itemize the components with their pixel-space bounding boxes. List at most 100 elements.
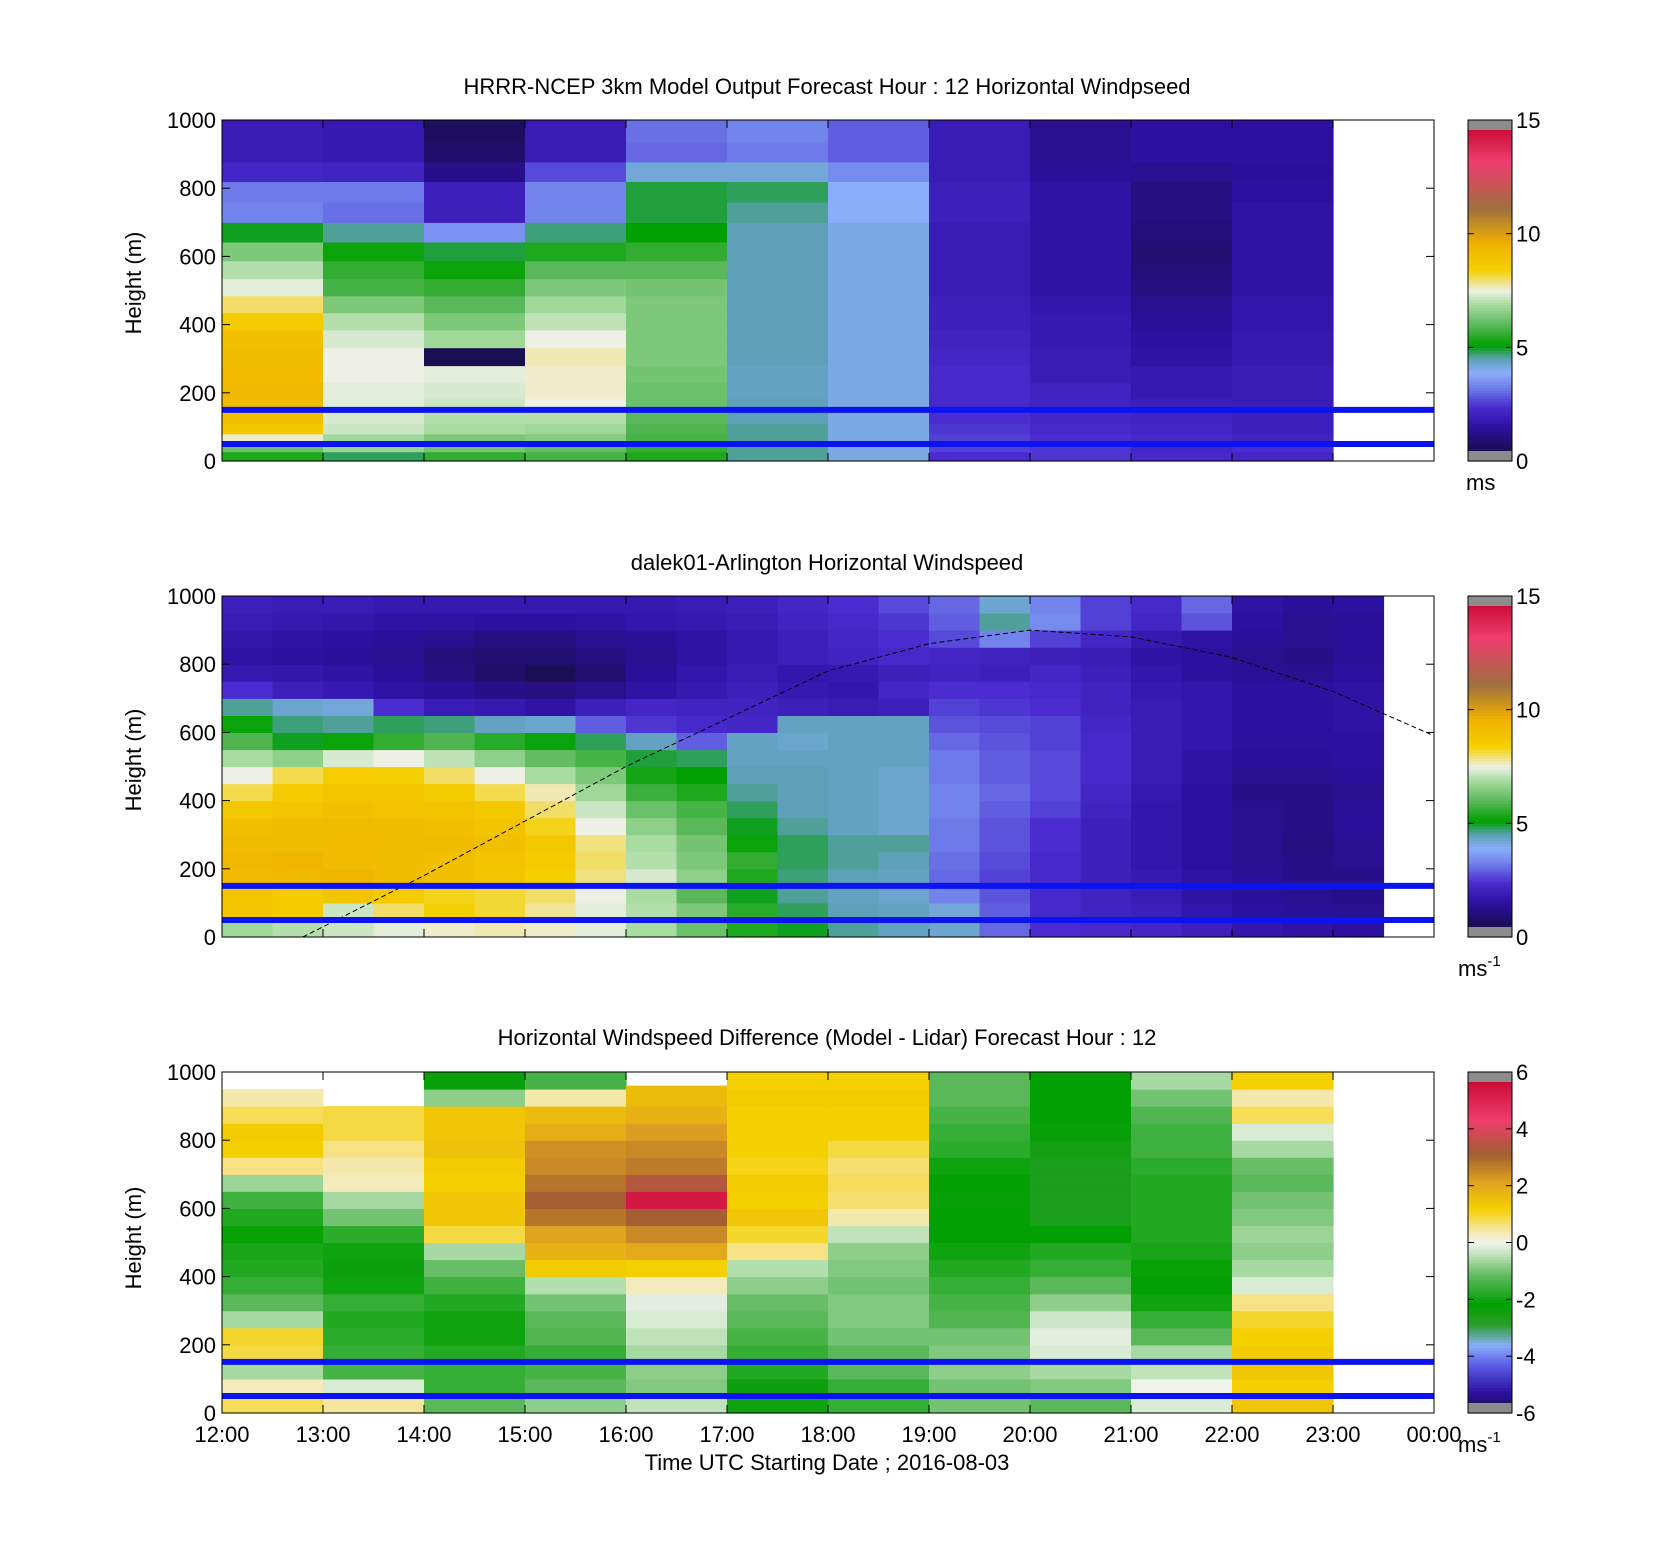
colorbar-segment <box>1468 1290 1512 1295</box>
heatmap-cell <box>222 241 324 262</box>
heatmap-cell <box>1232 766 1284 785</box>
heatmap-cell <box>929 920 981 938</box>
heatmap-cell <box>626 715 678 733</box>
heatmap-cell <box>676 681 728 699</box>
heatmap-cell <box>424 817 476 836</box>
heatmap-cell <box>979 817 1031 836</box>
heatmap-cell <box>424 161 526 182</box>
heatmap-cell <box>878 766 930 785</box>
heatmap-cell <box>626 142 728 163</box>
heatmap-cell <box>323 1174 425 1192</box>
heatmap-cell <box>1131 868 1183 887</box>
colorbar-segment <box>1468 914 1512 918</box>
heatmap-cell <box>727 817 779 836</box>
heatmap-cell <box>727 596 779 614</box>
heatmap-cell <box>424 1208 526 1226</box>
y-tick-label: 800 <box>179 176 216 201</box>
heatmap-cell <box>474 800 526 819</box>
heatmap-cell <box>525 1327 627 1346</box>
heatmap-cell <box>373 885 425 904</box>
heatmap-cell <box>222 851 274 870</box>
heatmap-cell <box>1131 260 1233 280</box>
heatmap-cell <box>626 1361 728 1380</box>
heatmap-cell <box>424 365 526 384</box>
heatmap-cell <box>727 902 779 921</box>
heatmap-cell <box>929 329 1031 349</box>
heatmap-cell <box>828 817 880 836</box>
heatmap-cell <box>1131 902 1183 921</box>
colorbar-tick-label: 0 <box>1516 925 1528 950</box>
heatmap-cell <box>1131 1157 1233 1175</box>
heatmap-cell <box>727 800 779 819</box>
heatmap-cell <box>1030 681 1082 699</box>
colorbar-segment <box>1468 333 1512 337</box>
panel-title: HRRR-NCEP 3km Model Output Forecast Hour… <box>463 74 1190 99</box>
heatmap-cell <box>1232 1106 1334 1124</box>
heatmap-cell <box>777 902 829 921</box>
heatmap-cell <box>626 1140 728 1158</box>
heatmap-cell <box>424 260 526 280</box>
colorbar-segment <box>1468 1197 1512 1201</box>
colorbar-segment <box>1468 1148 1512 1153</box>
heatmap-cell <box>1181 817 1233 836</box>
heatmap-cell <box>1232 902 1284 921</box>
heatmap-cell <box>222 423 324 435</box>
heatmap-cell <box>525 1225 627 1244</box>
heatmap-cell <box>828 1208 930 1226</box>
heatmap-cell <box>828 1310 930 1329</box>
colorbar-segment <box>1468 652 1512 657</box>
heatmap-cell <box>1030 1191 1132 1209</box>
heatmap-cell <box>323 732 375 751</box>
heatmap-cell <box>727 201 829 223</box>
heatmap-cell <box>929 1140 1031 1158</box>
heatmap-cell <box>1282 783 1334 802</box>
heatmap-cell <box>1232 851 1284 870</box>
heatmap-cell <box>828 222 930 243</box>
colorbar-segment <box>1468 171 1512 175</box>
heatmap-cell <box>323 1157 425 1175</box>
heatmap-cell <box>626 1344 728 1363</box>
heatmap-cell <box>929 201 1031 223</box>
heatmap-cell <box>525 613 577 631</box>
colorbar-segment <box>1468 681 1512 685</box>
colorbar-segment <box>1468 1231 1512 1235</box>
heatmap-cell <box>727 630 779 648</box>
heatmap-cell <box>1232 451 1334 462</box>
heatmap-cell <box>979 613 1031 631</box>
colorbar-segment <box>1468 1395 1512 1400</box>
colorbar-segment <box>1468 210 1512 215</box>
colorbar-segment <box>1468 857 1512 861</box>
heatmap-cell <box>373 613 425 631</box>
heatmap-cell <box>525 817 577 836</box>
heatmap-cell <box>1232 423 1334 435</box>
heatmap-cell <box>1080 817 1132 836</box>
colorbar-segment <box>1468 1194 1512 1198</box>
heatmap-cell <box>727 347 829 367</box>
heatmap-cell <box>424 433 526 444</box>
x-tick-label: 00:00 <box>1406 1422 1461 1447</box>
heatmap-cell <box>575 596 627 614</box>
heatmap-cell <box>626 161 728 182</box>
heatmap-cell <box>1030 451 1132 462</box>
heatmap-cell <box>676 868 728 887</box>
colorbar-segment <box>1468 1106 1512 1110</box>
heatmap-cell <box>1282 800 1334 819</box>
heatmap-cell <box>929 1208 1031 1226</box>
heatmap-cell <box>828 749 880 768</box>
heatmap-cell <box>979 868 1031 887</box>
heatmap-cell <box>373 834 425 853</box>
heatmap-cell <box>828 1174 930 1192</box>
colorbar-segment <box>1468 777 1512 782</box>
heatmap-cell <box>1030 201 1132 223</box>
heatmap-cell <box>323 1259 425 1278</box>
heatmap-cell <box>525 1344 627 1363</box>
heatmap-cell <box>626 851 678 870</box>
colorbar-segment <box>1468 757 1512 762</box>
heatmap-cell <box>1232 201 1334 223</box>
heatmap-cell <box>424 1072 526 1090</box>
heatmap-cell <box>525 120 627 143</box>
heatmap-cell <box>777 766 829 785</box>
heatmap-cell <box>727 260 829 280</box>
heatmap-cell <box>777 715 829 733</box>
heatmap-cell <box>222 732 274 751</box>
